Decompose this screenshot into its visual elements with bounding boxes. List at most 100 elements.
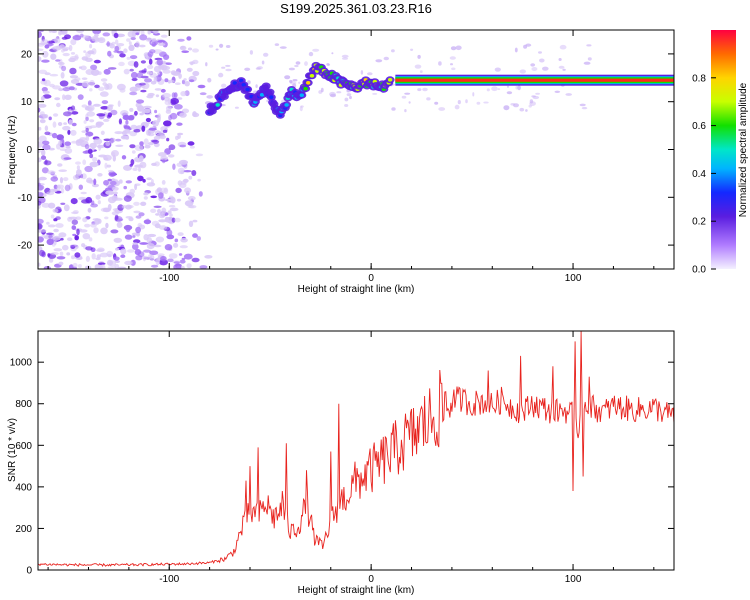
spectrogram-noise-blob bbox=[186, 67, 193, 72]
spectrogram-noise-blob bbox=[179, 259, 186, 264]
spectrogram-speckle bbox=[304, 61, 308, 66]
spectrogram-noise-blob bbox=[96, 144, 105, 149]
spectrogram-noise-blob bbox=[129, 107, 134, 112]
spectrogram-noise-blob bbox=[38, 218, 44, 224]
spectrogram-speckle bbox=[312, 48, 320, 52]
spectrogram-noise-blob bbox=[174, 104, 183, 110]
y-tick-label: 1000 bbox=[10, 358, 33, 369]
spectrogram-noise-blob bbox=[89, 119, 95, 123]
x-tick-label: 0 bbox=[368, 574, 374, 585]
spectrogram-noise-blob bbox=[100, 78, 108, 82]
spectrogram-speckle bbox=[422, 87, 428, 92]
spectrogram-speckle bbox=[295, 61, 301, 65]
spectrogram-noise-blob bbox=[146, 182, 156, 187]
spectrogram-speckle bbox=[299, 106, 303, 112]
spectrogram-noise-blob bbox=[46, 170, 56, 175]
spectrogram-noise-blob bbox=[139, 161, 147, 169]
spectrogram-noise-blob bbox=[162, 65, 171, 71]
spectrogram-noise-blob bbox=[100, 130, 105, 135]
spectrogram-noise-blob bbox=[53, 113, 59, 117]
spectrogram-noise-blob bbox=[166, 137, 170, 142]
spectrogram-noise-blob bbox=[143, 138, 149, 146]
spectrogram-speckle bbox=[581, 106, 588, 110]
spectrogram-noise-blob bbox=[150, 195, 157, 199]
spectrogram-noise-blob bbox=[146, 237, 152, 244]
colorbar-tick-label: 0.2 bbox=[692, 217, 706, 228]
spectrogram-speckle bbox=[360, 70, 364, 75]
spectrogram-noise-blob bbox=[104, 162, 108, 169]
spectrogram-noise-blob bbox=[167, 79, 175, 83]
spectrogram-noise-blob bbox=[145, 117, 151, 123]
spectrogram-noise-blob bbox=[140, 60, 146, 64]
spectrogram-noise-blob bbox=[128, 114, 135, 120]
spectrogram-noise-blob bbox=[70, 52, 76, 55]
spectrogram-noise-blob bbox=[147, 30, 151, 35]
spectrogram-noise-blob bbox=[38, 141, 43, 148]
spectrogram-noise-blob bbox=[58, 140, 63, 146]
spectrogram-noise-blob bbox=[120, 248, 127, 255]
spectrogram-speckle bbox=[417, 54, 421, 59]
spectrogram-noise-blob bbox=[204, 254, 213, 259]
spectrogram-noise-blob bbox=[144, 78, 152, 83]
spectrogram-noise-blob bbox=[39, 119, 46, 123]
spectrogram-noise-blob bbox=[42, 90, 50, 94]
spectrogram-noise-blob bbox=[154, 161, 160, 167]
spectrogram-noise-blob bbox=[143, 108, 151, 114]
spectrogram-noise-blob bbox=[147, 92, 155, 97]
spectrogram-noise-blob bbox=[132, 234, 136, 238]
spectrogram-noise-blob bbox=[143, 219, 152, 225]
spectrogram-noise-blob bbox=[119, 88, 126, 93]
spectrogram-noise-blob bbox=[61, 30, 67, 35]
spectrogram-noise-blob bbox=[70, 129, 77, 136]
spectrogram-speckle bbox=[465, 99, 468, 104]
spectrogram-speckle bbox=[289, 79, 293, 83]
spectrogram-noise-blob bbox=[126, 56, 131, 60]
spectrogram-noise-blob bbox=[100, 106, 109, 110]
spectrogram-noise-blob bbox=[48, 234, 53, 239]
spectrogram-noise-blob bbox=[162, 159, 166, 164]
spectrogram-noise-blob bbox=[63, 122, 67, 125]
spectrogram-noise-blob bbox=[59, 177, 64, 184]
spectrogram-noise-blob bbox=[54, 97, 61, 101]
x-tick-label: -100 bbox=[159, 273, 179, 284]
spectrogram-noise-blob bbox=[146, 243, 155, 250]
spectrogram-noise-blob bbox=[147, 142, 154, 146]
spectrogram-noise-blob bbox=[75, 140, 82, 146]
spectrogram-speckle bbox=[528, 104, 532, 108]
spectrogram-noise-blob bbox=[38, 178, 41, 183]
spectrogram-noise-blob bbox=[44, 131, 51, 136]
spectrogram-noise-blob bbox=[107, 254, 112, 257]
spectrogram-noise-blob bbox=[173, 242, 179, 248]
spectrogram-noise-blob bbox=[84, 143, 90, 150]
spectrogram-noise-blob bbox=[94, 218, 100, 225]
spectrogram-noise-blob bbox=[75, 216, 82, 220]
spectrogram-noise-blob bbox=[102, 32, 111, 37]
spectrogram-speckle bbox=[208, 44, 214, 48]
spectrogram-noise-blob bbox=[40, 155, 47, 160]
spectrogram-noise-blob bbox=[129, 163, 133, 167]
spectrogram-speckle bbox=[529, 101, 536, 106]
spectrogram-noise-blob bbox=[71, 225, 77, 231]
spectrogram-noise-blob bbox=[140, 123, 149, 126]
spectrogram-noise-blob bbox=[80, 33, 84, 38]
spectrogram-noise-blob bbox=[139, 242, 149, 245]
spectrogram-noise-blob bbox=[168, 204, 176, 208]
spectrogram-noise-blob bbox=[130, 36, 136, 41]
spectrogram-noise-blob bbox=[63, 111, 72, 117]
spectrogram-speckle bbox=[419, 70, 423, 73]
spectrogram-noise-blob bbox=[52, 45, 61, 51]
spectrogram-noise-blob bbox=[93, 227, 99, 234]
spectrogram-noise-blob bbox=[130, 124, 138, 130]
spectrogram-noise-blob bbox=[91, 200, 95, 205]
spectrogram-noise-blob bbox=[81, 77, 88, 80]
spectrogram-noise-blob bbox=[75, 161, 81, 165]
spectrogram-noise-blob bbox=[53, 248, 63, 252]
spectrogram-noise-blob bbox=[151, 38, 157, 42]
spectrogram-noise-blob bbox=[111, 211, 119, 216]
spectrogram-noise-blob bbox=[199, 92, 207, 96]
spectrogram-speckle bbox=[274, 43, 280, 46]
spectrogram-noise-blob bbox=[158, 219, 167, 223]
spectrogram-noise-blob bbox=[189, 145, 195, 149]
y-tick-label: 600 bbox=[15, 441, 32, 452]
spectrogram-noise-blob bbox=[108, 171, 116, 177]
